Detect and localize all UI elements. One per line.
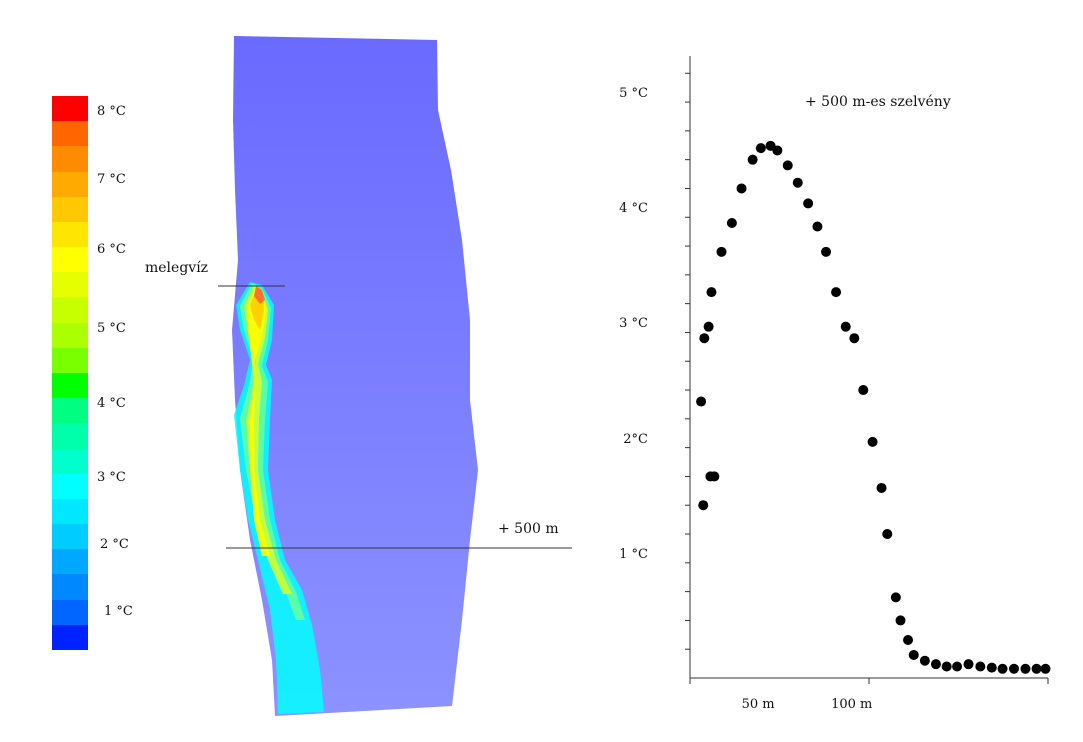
colorbar-swatch (52, 297, 88, 324)
colorbar-swatch (52, 322, 88, 349)
colorbar-label: 2 °C (100, 537, 129, 552)
data-point (849, 333, 860, 344)
plume-layer (244, 285, 292, 594)
data-point (986, 662, 997, 673)
section-500m-label: + 500 m (498, 521, 559, 537)
colorbar-swatch (52, 121, 88, 147)
data-point (1040, 663, 1051, 674)
data-point (792, 177, 803, 188)
y-ticks (685, 72, 690, 650)
colorbar-swatch (52, 599, 88, 626)
colorbar-label: 5 °C (97, 321, 126, 336)
chart-title: + 500 m-es szelvény (805, 94, 951, 110)
colorbar-swatch (52, 146, 88, 173)
data-point (890, 592, 901, 603)
data-point (803, 198, 814, 209)
colorbar-label: 7 °C (97, 172, 126, 187)
colorbar-swatch (52, 96, 88, 122)
data-point (930, 659, 941, 670)
plume-layer (254, 286, 265, 304)
data-point (747, 154, 758, 165)
data-point (1008, 663, 1019, 674)
colorbar-swatch (52, 423, 88, 450)
river-map (218, 36, 572, 716)
data-point (821, 246, 832, 257)
data-point (876, 482, 887, 493)
colorbar-label: 6 °C (97, 242, 126, 257)
data-point (699, 333, 710, 344)
colorbar-swatch (52, 221, 88, 248)
colorbar-swatch (52, 347, 88, 374)
data-point (698, 500, 709, 511)
data-point (908, 649, 919, 660)
data-point (975, 661, 986, 672)
data-point (703, 321, 714, 332)
data-point (997, 663, 1008, 674)
colorbar-swatch (52, 549, 88, 575)
data-point (895, 615, 906, 626)
y-tick-label: 1 °C (619, 546, 648, 562)
scatter-chart (685, 56, 1051, 684)
temperature-colorbar (52, 96, 88, 651)
data-point (812, 221, 823, 232)
colorbar-swatch (52, 624, 88, 651)
colorbar-swatch (52, 171, 88, 198)
colorbar-swatch (52, 473, 88, 500)
data-point (736, 183, 747, 194)
data-point (706, 287, 717, 298)
data-point (755, 143, 766, 154)
y-tick-label: 5 °C (619, 86, 648, 102)
data-point (941, 661, 952, 672)
colorbar-swatch (52, 524, 88, 550)
data-point (709, 471, 720, 482)
colorbar-swatch (52, 196, 88, 223)
data-point (867, 436, 878, 447)
colorbar-swatch (52, 448, 88, 475)
river-body (232, 36, 478, 716)
data-point (726, 218, 737, 229)
x-ticks (689, 678, 1049, 684)
data-point (772, 145, 783, 156)
colorbar-label: 4 °C (97, 396, 126, 411)
warm-water-label: melegvíz (145, 260, 209, 276)
colorbar-swatch (52, 574, 88, 601)
data-point (782, 160, 793, 171)
data-point (1031, 663, 1042, 674)
plume-layer (247, 286, 270, 556)
colorbar-swatch (52, 398, 88, 424)
data-point (831, 287, 842, 298)
colorbar-swatch (52, 498, 88, 525)
data-point (903, 634, 914, 645)
y-tick-label: 4 °C (619, 201, 648, 217)
data-point (919, 655, 930, 666)
y-tick-label: 2°C (623, 431, 648, 447)
colorbar-label: 1 °C (104, 604, 133, 619)
data-point (952, 661, 963, 672)
x-tick-label: 100 m (831, 697, 873, 712)
data-point (858, 385, 869, 396)
data-point (840, 321, 851, 332)
data-point (696, 396, 707, 407)
colorbar-label: 8 °C (97, 104, 126, 119)
x-tick-label: 50 m (741, 697, 775, 712)
colorbar-swatch (52, 247, 88, 273)
colorbar-swatch (52, 373, 88, 399)
data-point (716, 246, 727, 257)
data-points (696, 140, 1051, 674)
y-tick-label: 3 °C (619, 316, 648, 332)
colorbar-label: 3 °C (97, 470, 126, 485)
colorbar-swatch (52, 272, 88, 298)
data-point (1020, 663, 1031, 674)
data-point (963, 659, 974, 670)
data-point (882, 529, 893, 540)
